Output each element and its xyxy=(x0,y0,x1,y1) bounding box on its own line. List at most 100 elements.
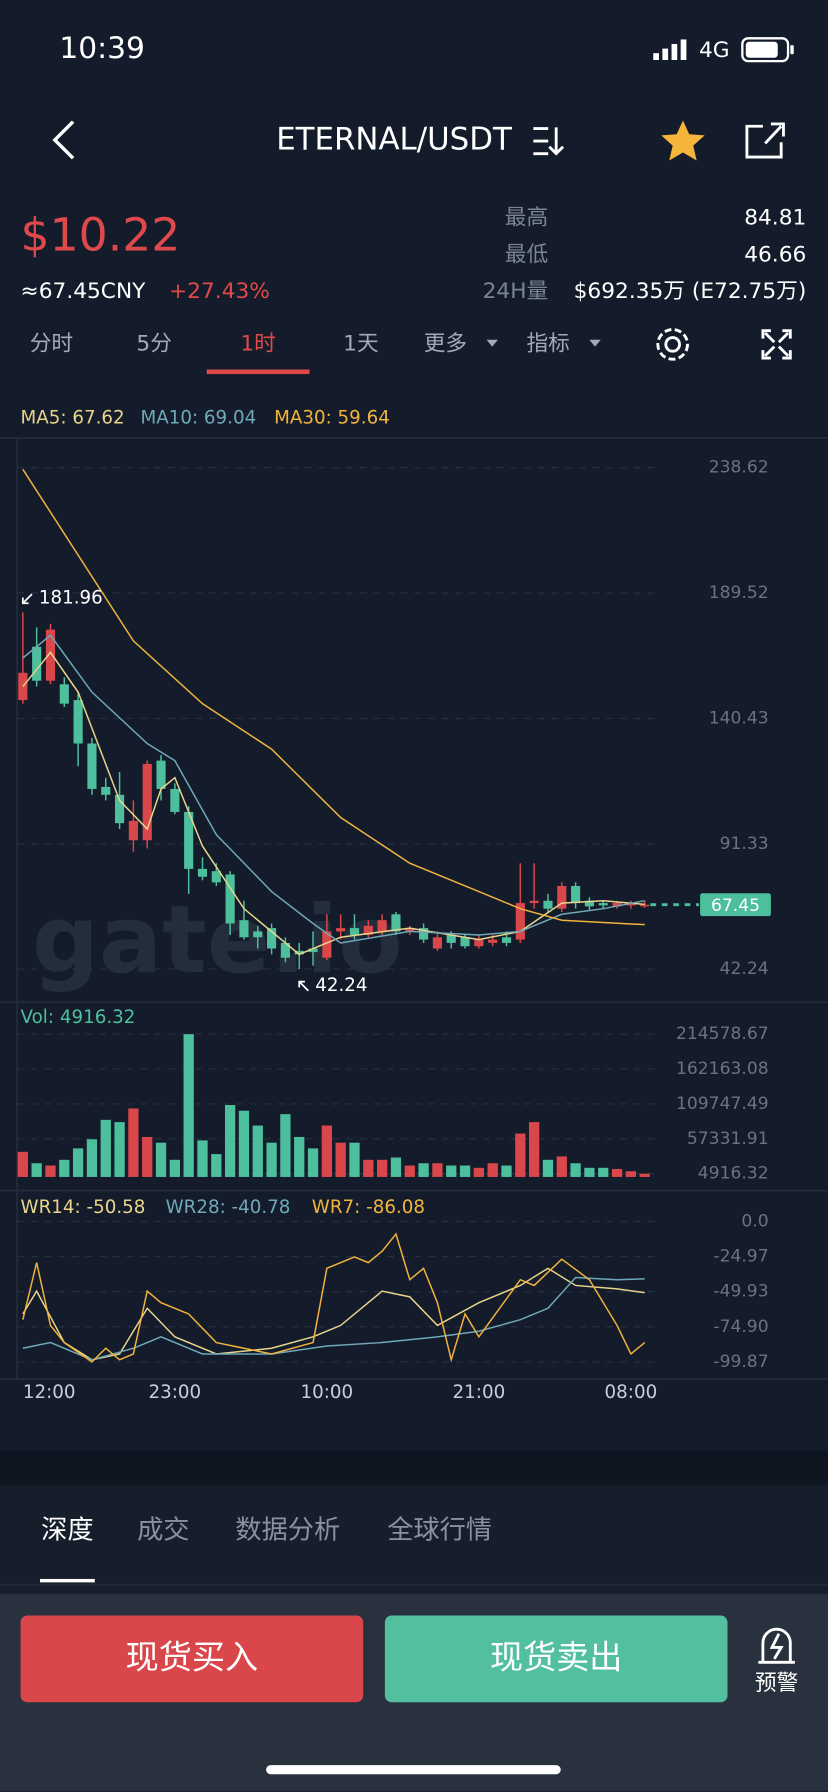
bottom-tab[interactable]: 数据分析 xyxy=(235,1515,340,1545)
period-tab[interactable]: 分时 xyxy=(30,331,73,356)
candle-body xyxy=(170,788,180,812)
volume-title: Vol: 4916.32 xyxy=(21,1007,136,1028)
volume-bar xyxy=(45,1165,56,1177)
bottom-tab[interactable]: 全球行情 xyxy=(387,1515,492,1545)
candle-body xyxy=(142,763,152,841)
candle-body xyxy=(501,937,512,943)
ma-line xyxy=(22,634,645,944)
x-tick-label: 21:00 xyxy=(453,1382,506,1403)
alert-icon[interactable] xyxy=(758,1627,795,1664)
candle-body xyxy=(460,937,470,947)
volume-bar xyxy=(224,1104,236,1177)
volume-bar xyxy=(459,1165,471,1177)
volume-bar xyxy=(142,1136,153,1177)
volume-bar xyxy=(584,1167,595,1177)
settings-icon[interactable] xyxy=(656,328,689,361)
legend-entry: MA10: 69.04 xyxy=(140,408,256,429)
volume-bar xyxy=(72,1148,84,1177)
candle-body xyxy=(571,885,581,904)
fullscreen-icon[interactable] xyxy=(761,329,792,360)
buy-label: 现货买入 xyxy=(126,1637,258,1676)
volume-bar xyxy=(335,1142,346,1177)
candle-body xyxy=(543,900,553,909)
candle-body xyxy=(446,934,456,943)
candle-body xyxy=(280,942,290,958)
candle-body xyxy=(253,931,263,938)
y-tick-label: -24.97 xyxy=(713,1247,768,1267)
last-price: $10.22 xyxy=(21,209,181,262)
candle-body xyxy=(349,928,360,935)
y-tick-label: -99.87 xyxy=(713,1352,768,1372)
background xyxy=(0,0,828,1452)
volume-bar xyxy=(473,1167,485,1177)
candle-body xyxy=(529,900,539,904)
x-tick-label: 10:00 xyxy=(301,1382,354,1403)
legend-entry: WR28: -40.78 xyxy=(166,1197,291,1218)
charts: 42.24 91.33 140.43 189.52 238.62 MA5: 67.62 MA… xyxy=(17,408,771,1403)
volume-bar xyxy=(501,1165,512,1177)
volume-bar xyxy=(307,1148,319,1177)
candle-body xyxy=(474,939,484,947)
alert-label: 预警 xyxy=(755,1671,798,1696)
period-tab[interactable]: 更多 xyxy=(424,331,467,356)
volume-bar xyxy=(349,1142,360,1177)
dropdown-arrow xyxy=(486,339,498,347)
tabs-background xyxy=(0,1485,828,1594)
legend-entry: WR7: -86.08 xyxy=(312,1197,425,1218)
candle-body xyxy=(322,931,332,958)
bottom-tab[interactable]: 深度 xyxy=(41,1515,94,1545)
y-tick-label: 189.52 xyxy=(709,583,769,603)
buy-button[interactable] xyxy=(20,1615,364,1703)
period-tab[interactable]: 5分 xyxy=(136,331,172,356)
volume-bar xyxy=(252,1125,263,1177)
signal-icon xyxy=(653,39,687,61)
volume-bar xyxy=(529,1122,540,1177)
legend-entry: MA5: 67.62 xyxy=(21,408,125,429)
volume-bar xyxy=(390,1157,402,1177)
switch-pair-icon[interactable] xyxy=(533,127,565,156)
candle-body xyxy=(225,874,235,924)
back-button[interactable] xyxy=(52,120,75,160)
candle-body xyxy=(32,646,42,681)
candle-body xyxy=(184,811,194,869)
bottom-tab[interactable]: 成交 xyxy=(137,1515,190,1545)
volume-bar xyxy=(128,1108,139,1177)
candle-body xyxy=(419,928,429,940)
candle-body xyxy=(336,928,346,932)
volume-bar xyxy=(598,1167,609,1177)
battery-icon xyxy=(741,37,794,63)
divider-band xyxy=(0,1451,828,1486)
volume-bar xyxy=(100,1119,111,1177)
stat-value: 84.81 xyxy=(744,206,806,231)
candle-body xyxy=(626,903,636,906)
period-tab[interactable]: 1天 xyxy=(343,331,379,356)
candle-body xyxy=(267,928,277,949)
stat-label: 最低 xyxy=(505,242,548,267)
volume-bar xyxy=(487,1163,498,1177)
favorite-star[interactable] xyxy=(661,120,705,161)
candle-body xyxy=(73,700,83,744)
last-price-box xyxy=(700,893,771,917)
candle-body xyxy=(488,939,498,943)
chart-frame xyxy=(0,437,828,1380)
volume-bar xyxy=(294,1136,305,1177)
legend-entry: WR14: -50.58 xyxy=(21,1197,146,1218)
sell-button[interactable] xyxy=(384,1615,728,1703)
y-tick-label: 4916.32 xyxy=(698,1164,769,1184)
period-tab[interactable]: 指标 xyxy=(526,331,569,356)
dropdown-arrow xyxy=(589,339,601,347)
y-tick-label: 140.43 xyxy=(709,708,769,728)
volume-bar xyxy=(59,1159,70,1177)
volume-bar xyxy=(432,1163,443,1177)
volume-bar xyxy=(238,1110,250,1177)
volume-bar xyxy=(404,1165,415,1177)
volume-bar xyxy=(515,1133,526,1177)
period-tab[interactable]: 1时 xyxy=(240,331,276,356)
volume-bar xyxy=(611,1168,623,1177)
volume-bar xyxy=(446,1165,457,1177)
bottom-tabs: 深度 成交 数据分析 全球行情 xyxy=(39,1515,492,1583)
share-icon[interactable] xyxy=(745,122,785,159)
candle-body xyxy=(612,903,622,907)
volume-bar xyxy=(625,1171,637,1177)
